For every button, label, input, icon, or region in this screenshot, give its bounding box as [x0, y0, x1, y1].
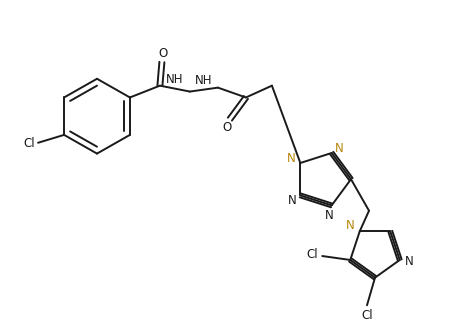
Text: O: O — [222, 121, 231, 135]
Text: N: N — [347, 219, 355, 232]
Text: Cl: Cl — [307, 248, 318, 260]
Text: Cl: Cl — [361, 308, 373, 322]
Text: N: N — [325, 209, 334, 222]
Text: NH: NH — [195, 74, 213, 87]
Text: O: O — [158, 47, 168, 60]
Text: Cl: Cl — [23, 137, 35, 150]
Text: N: N — [287, 152, 296, 165]
Text: N: N — [288, 194, 297, 207]
Text: NH: NH — [166, 73, 184, 86]
Text: N: N — [335, 142, 344, 155]
Text: N: N — [405, 255, 414, 269]
